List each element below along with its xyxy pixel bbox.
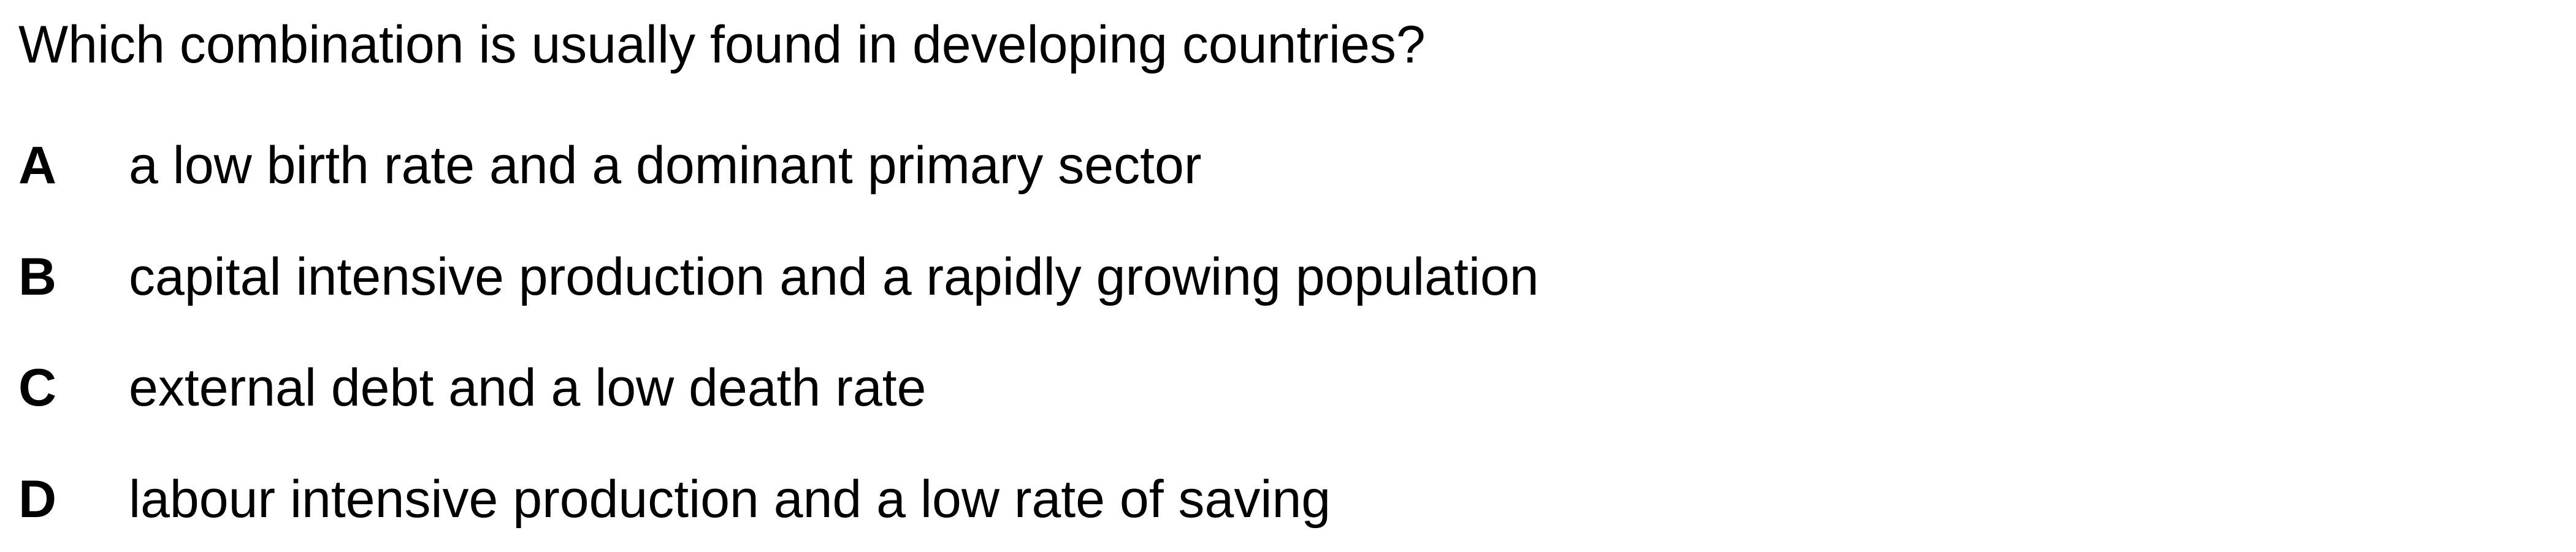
option-c-text: external debt and a low death rate (129, 358, 927, 417)
option-d-text: labour intensive production and a low ra… (129, 470, 1331, 529)
option-a-text: a low birth rate and a dominant primary … (129, 136, 1202, 195)
option-b-letter: B (18, 248, 57, 306)
option-d-letter: D (18, 470, 57, 529)
option-a-letter: A (18, 136, 57, 195)
option-b-text: capital intensive production and a rapid… (129, 248, 1539, 306)
question-text: Which combination is usually found in de… (18, 15, 1426, 74)
option-c-letter: C (18, 358, 57, 417)
